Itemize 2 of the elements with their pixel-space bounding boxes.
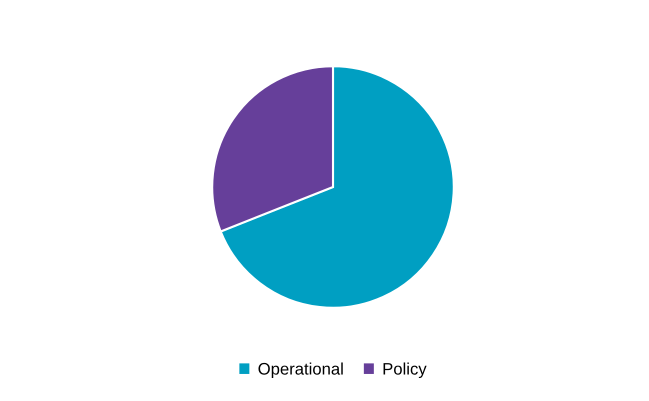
legend-label: Operational — [258, 362, 343, 378]
legend-label: Policy — [384, 362, 427, 378]
